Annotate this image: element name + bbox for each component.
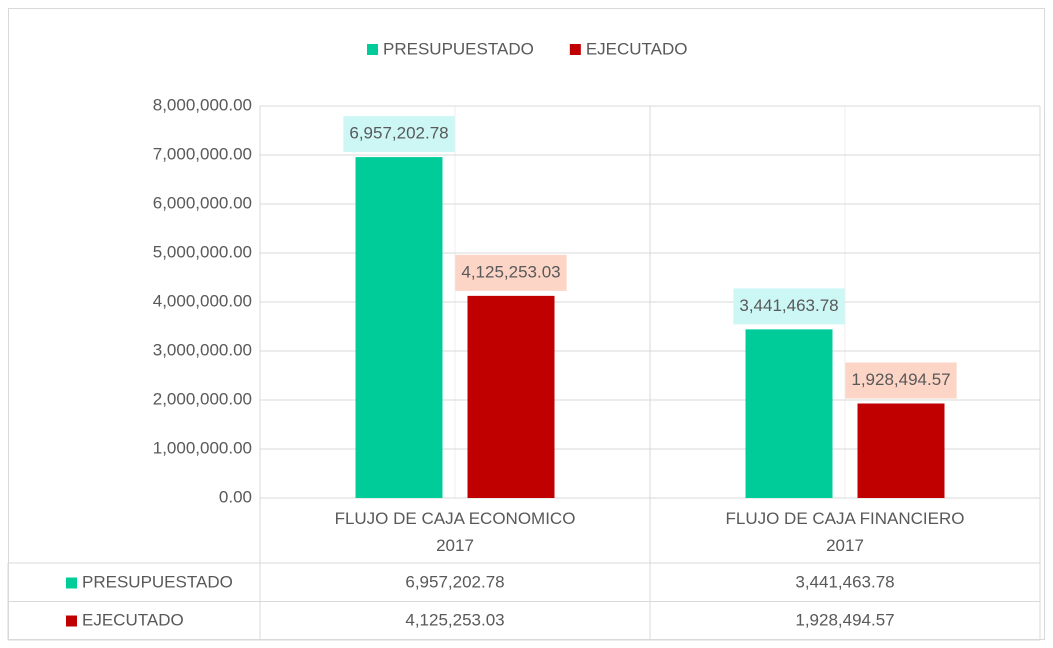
bar [745,329,833,498]
bar [355,157,443,499]
data-label: 1,928,494.57 [851,370,950,389]
bar [467,295,555,498]
x-tick-label: FLUJO DE CAJA ECONOMICO 2017 [335,509,576,555]
legend-label: EJECUTADO [586,39,688,58]
y-tick-label: 1,000,000.00 [153,438,252,457]
data-label: 3,441,463.78 [739,296,838,315]
x-tick-line: FLUJO DE CAJA FINANCIERO [726,509,965,528]
table-cell: 4,125,253.03 [405,610,504,629]
y-tick-label: 4,000,000.00 [153,291,252,310]
data-label: 6,957,202.78 [349,124,448,143]
legend: PRESUPUESTADO EJECUTADO [367,39,688,58]
y-tick-label: 7,000,000.00 [153,144,252,163]
table-row-label: EJECUTADO [82,610,184,629]
x-tick-label: FLUJO DE CAJA FINANCIERO 2017 [726,509,965,555]
data-label-bg [845,362,957,399]
y-tick-label: 8,000,000.00 [153,95,252,114]
legend-key [367,44,378,55]
data-label-bg [455,254,567,291]
x-tick-line: 2017 [826,536,864,555]
x-tick-line: FLUJO DE CAJA ECONOMICO [335,509,576,528]
table-legend-key [66,615,77,627]
data-label-bg [733,288,845,325]
y-tick-label: 3,000,000.00 [153,340,252,359]
y-tick-label: 0.00 [219,487,252,506]
data-label-bg [343,116,455,153]
table-legend-key [66,577,77,589]
table-cell: 1,928,494.57 [795,610,894,629]
table-cell: 3,441,463.78 [795,572,894,591]
table-cell: 6,957,202.78 [405,572,504,591]
legend-label: PRESUPUESTADO [383,39,534,58]
bar [857,403,945,498]
data-label: 4,125,253.03 [461,262,560,281]
x-tick-line: 2017 [436,536,474,555]
y-tick-label: 2,000,000.00 [153,389,252,408]
y-tick-label: 6,000,000.00 [153,193,252,212]
table-row-label: PRESUPUESTADO [82,572,233,591]
legend-key [569,44,581,55]
y-tick-label: 5,000,000.00 [153,242,252,261]
